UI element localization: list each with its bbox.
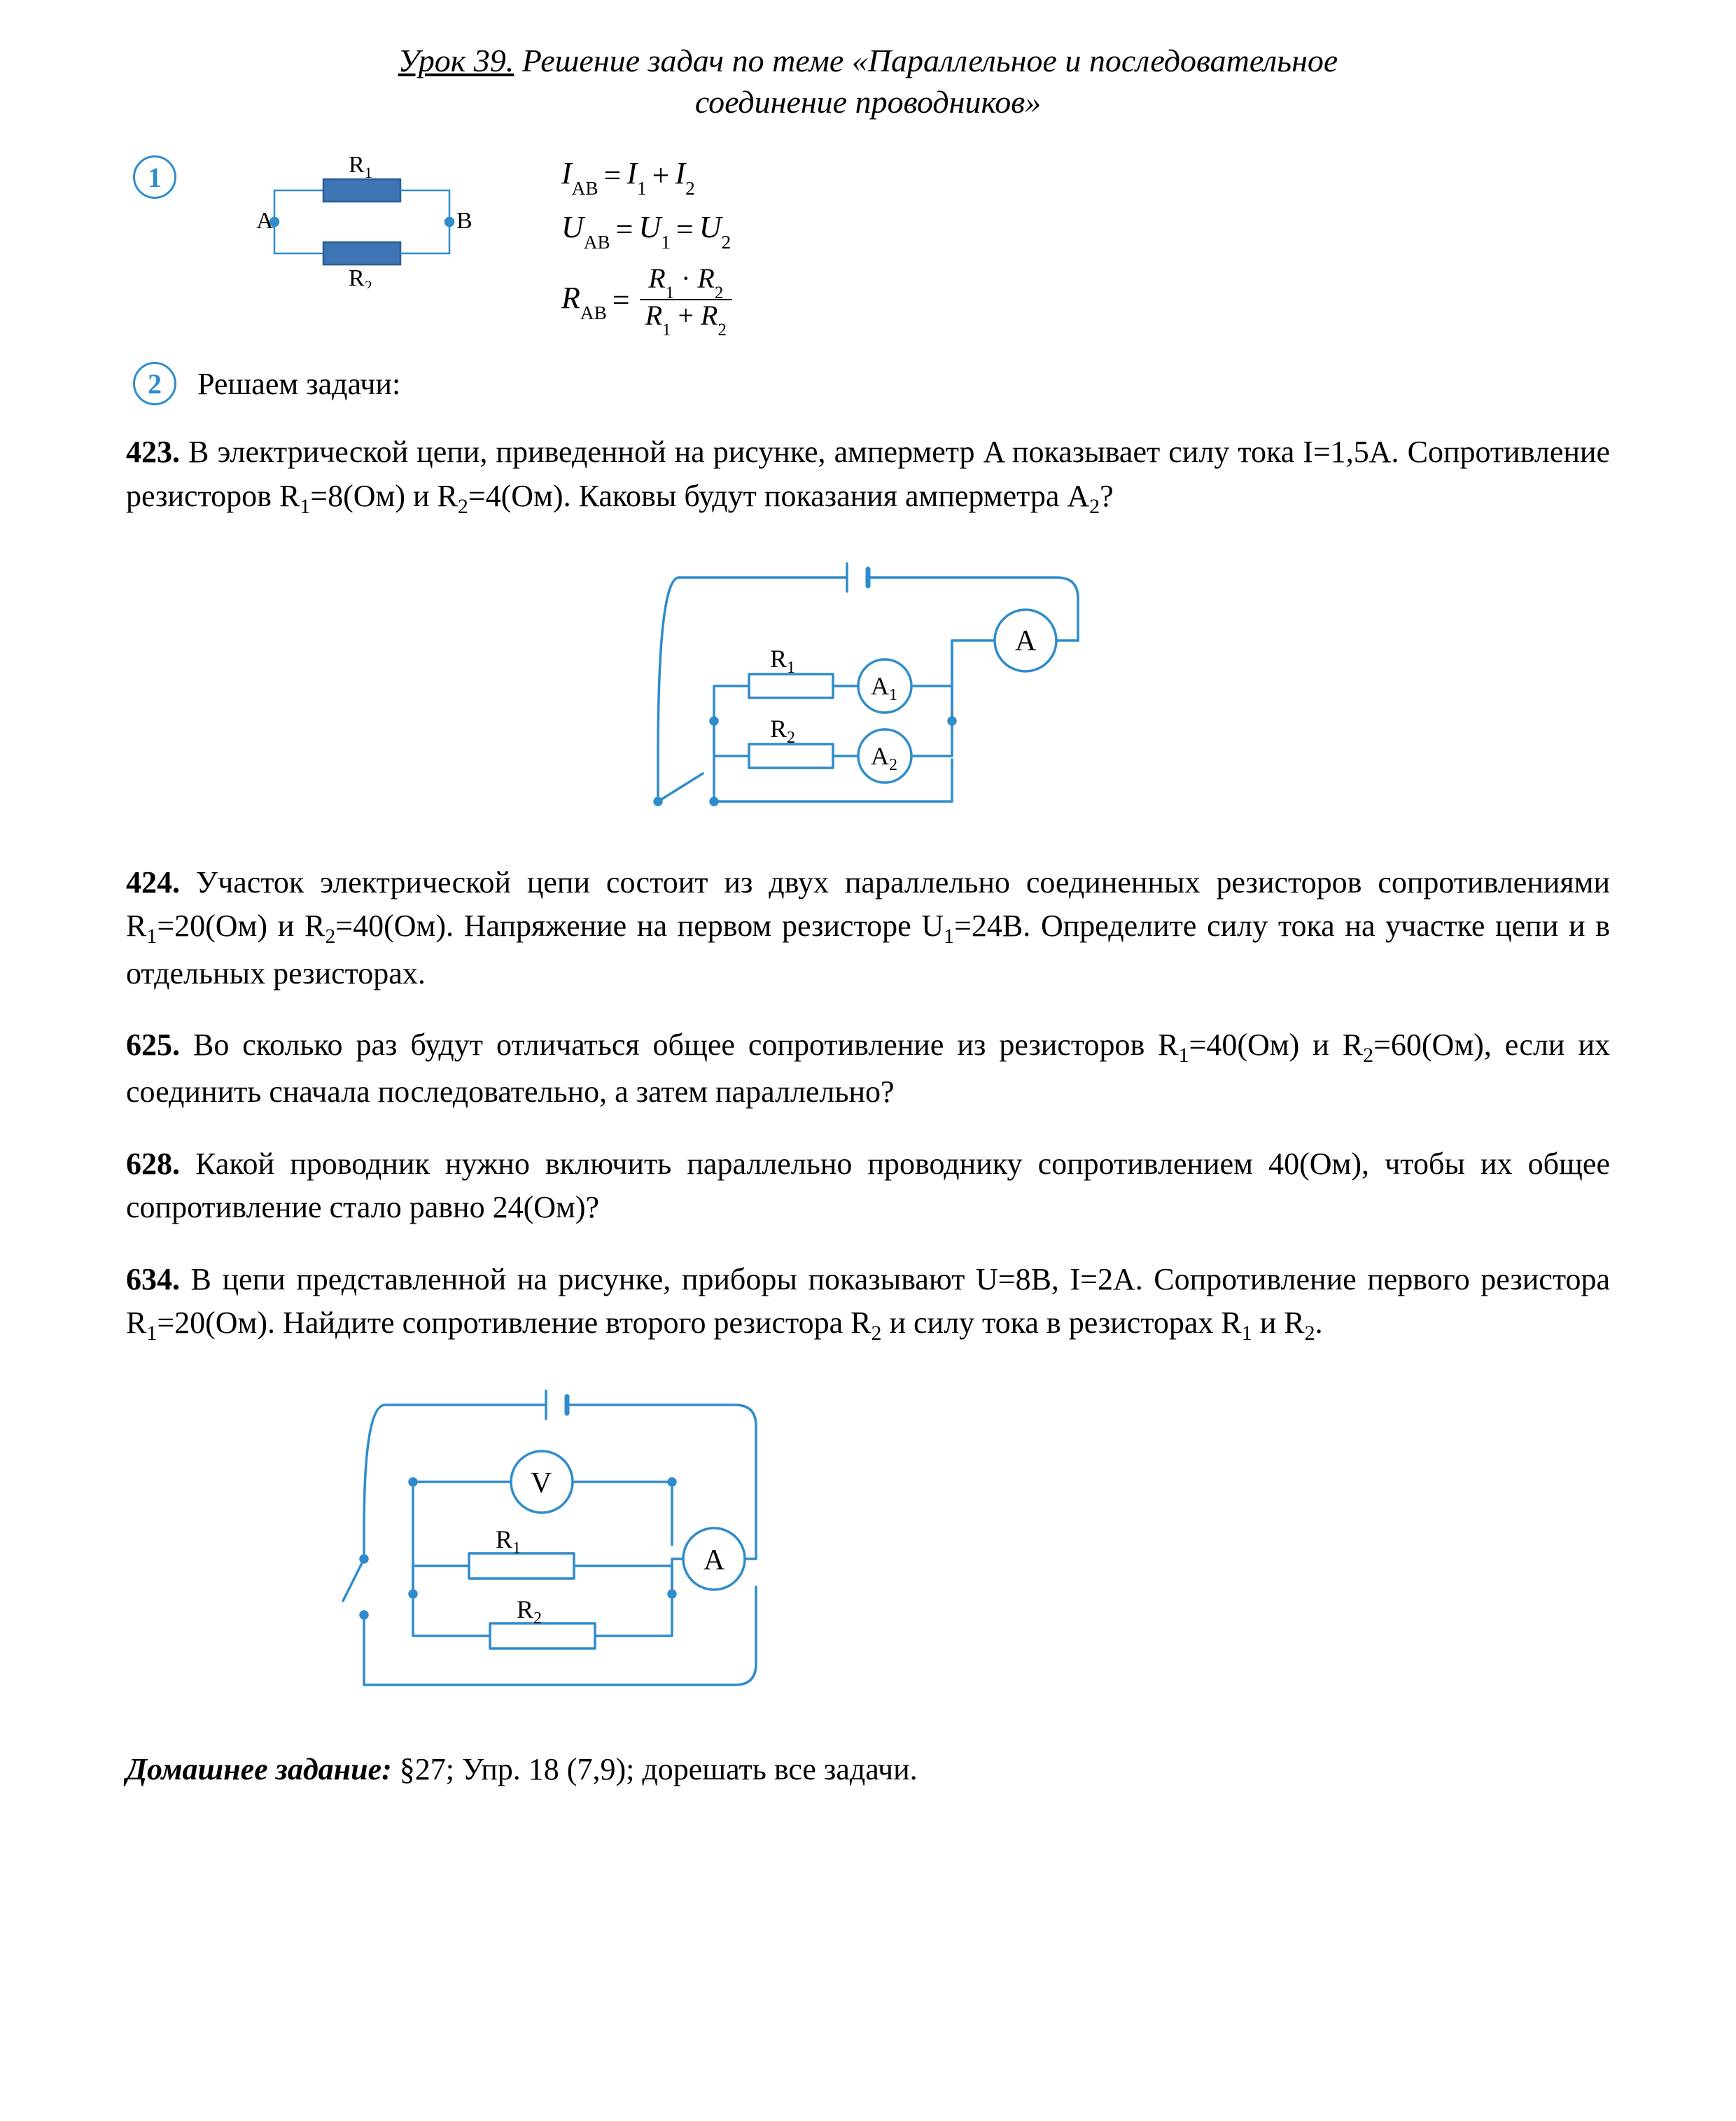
- circuit634-r2-label: R2: [517, 1595, 542, 1628]
- circuit423-r1-label: R1: [770, 645, 795, 677]
- marker-2: 2: [133, 362, 176, 405]
- voltmeter-label: V: [531, 1467, 552, 1499]
- circuit-634: V A R1 R2: [126, 1377, 1610, 1716]
- homework-text: §27; Упр. 18 (7,9); дорешать все задачи.: [392, 1752, 918, 1786]
- r1-label: R1: [349, 155, 372, 181]
- r2-label: R2: [349, 265, 372, 288]
- lesson-title: Урок 39. Решение задач по теме «Параллел…: [126, 42, 1610, 120]
- homework: Домашнее задание: §27; Упр. 18 (7,9); до…: [126, 1751, 1610, 1787]
- node-b-label: B: [456, 208, 472, 234]
- formula-resistance: RAB = R1 · R2 R1 + R2: [561, 263, 732, 337]
- parallel-resistor-diagram: A B R1 R2: [246, 155, 477, 292]
- marker-1: 1: [133, 155, 176, 199]
- title-text-2: соединение проводников»: [126, 83, 1610, 120]
- homework-label: Домашнее задание:: [126, 1752, 392, 1786]
- node-a-label: A: [256, 208, 274, 234]
- section-2-header: 2 Решаем задачи:: [133, 362, 1610, 405]
- title-text-1: Решение задач по теме «Параллельное и по…: [514, 43, 1338, 78]
- section-1: 1 A B R1 R2 IAB =: [133, 155, 1610, 351]
- problem-423: 423. В электрической цепи, приведенной н…: [126, 430, 1610, 522]
- formula-block: IAB = I1 + I2 UAB = U1 = U2 RAB = R1 · R…: [561, 155, 732, 351]
- ammeter-label: A: [704, 1544, 725, 1576]
- problem-634: 634. В цепи представленной на рисунке, п…: [126, 1258, 1610, 1349]
- circuit-423: A A1 A2 R1 R2: [126, 550, 1610, 833]
- circuit423-r2-label: R2: [770, 715, 795, 747]
- solve-label: Решаем задачи:: [197, 366, 400, 402]
- problem-424: 424. Участок электрической цепи состоит …: [126, 861, 1610, 995]
- formula-voltage: UAB = U1 = U2: [561, 209, 732, 249]
- formula-current: IAB = I1 + I2: [561, 155, 732, 195]
- problem-628: 628. Какой проводник нужно включить пара…: [126, 1142, 1610, 1230]
- ammeter-a-label: A: [1015, 625, 1037, 657]
- lesson-number: Урок 39.: [398, 43, 514, 78]
- circuit634-r1-label: R1: [496, 1525, 521, 1558]
- problem-625: 625. Во сколько раз будут отличаться общ…: [126, 1023, 1610, 1114]
